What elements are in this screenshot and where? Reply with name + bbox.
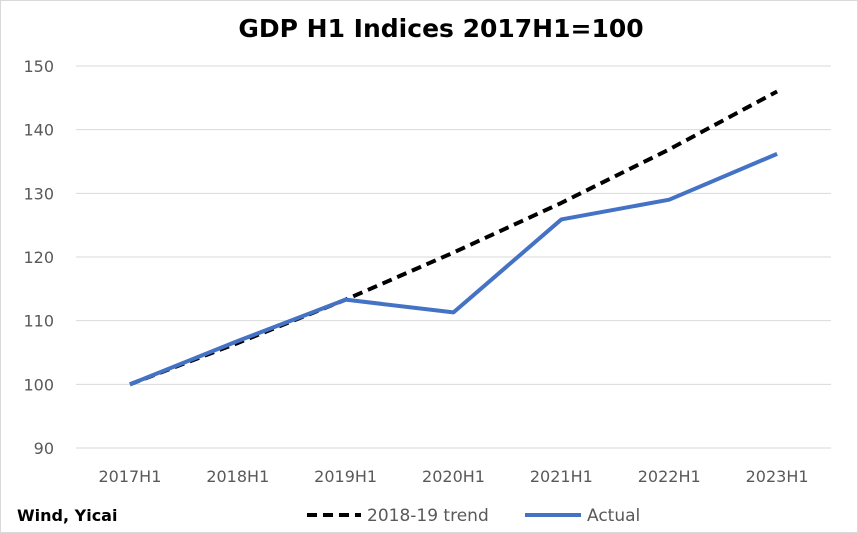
x-tick-label: 2021H1 — [530, 467, 593, 486]
x-tick-label: 2023H1 — [746, 467, 809, 486]
y-tick-label: 140 — [23, 121, 54, 140]
chart-title: GDP H1 Indices 2017H1=100 — [238, 14, 643, 43]
gridlines — [76, 65, 831, 449]
x-tick-label: 2017H1 — [98, 467, 161, 486]
y-tick-label: 90 — [34, 439, 54, 458]
y-axis-ticks: 90 100 110 120 130 140 150 — [23, 57, 54, 458]
y-tick-label: 120 — [23, 248, 54, 267]
series-line-trend — [129, 89, 779, 387]
x-tick-label: 2018H1 — [206, 467, 269, 486]
legend-actual-label: Actual — [587, 506, 640, 526]
x-tick-label: 2022H1 — [638, 467, 701, 486]
x-axis-ticks: 2017H1 2018H1 2019H1 2020H1 2021H1 2022H1 2023… — [98, 467, 808, 486]
legend-trend-label: 2018-19 trend — [367, 506, 489, 526]
x-tick-label: 2020H1 — [422, 467, 485, 486]
series-line-actual — [129, 152, 778, 387]
y-tick-label: 130 — [23, 184, 54, 203]
y-tick-label: 100 — [23, 375, 54, 394]
source-note: Wind, Yicai — [17, 506, 117, 525]
series-lines — [129, 89, 779, 387]
y-tick-label: 150 — [23, 57, 54, 76]
legend: 2018-19 trend Actual — [307, 506, 640, 526]
y-tick-label: 110 — [23, 312, 54, 331]
x-tick-label: 2019H1 — [314, 467, 377, 486]
